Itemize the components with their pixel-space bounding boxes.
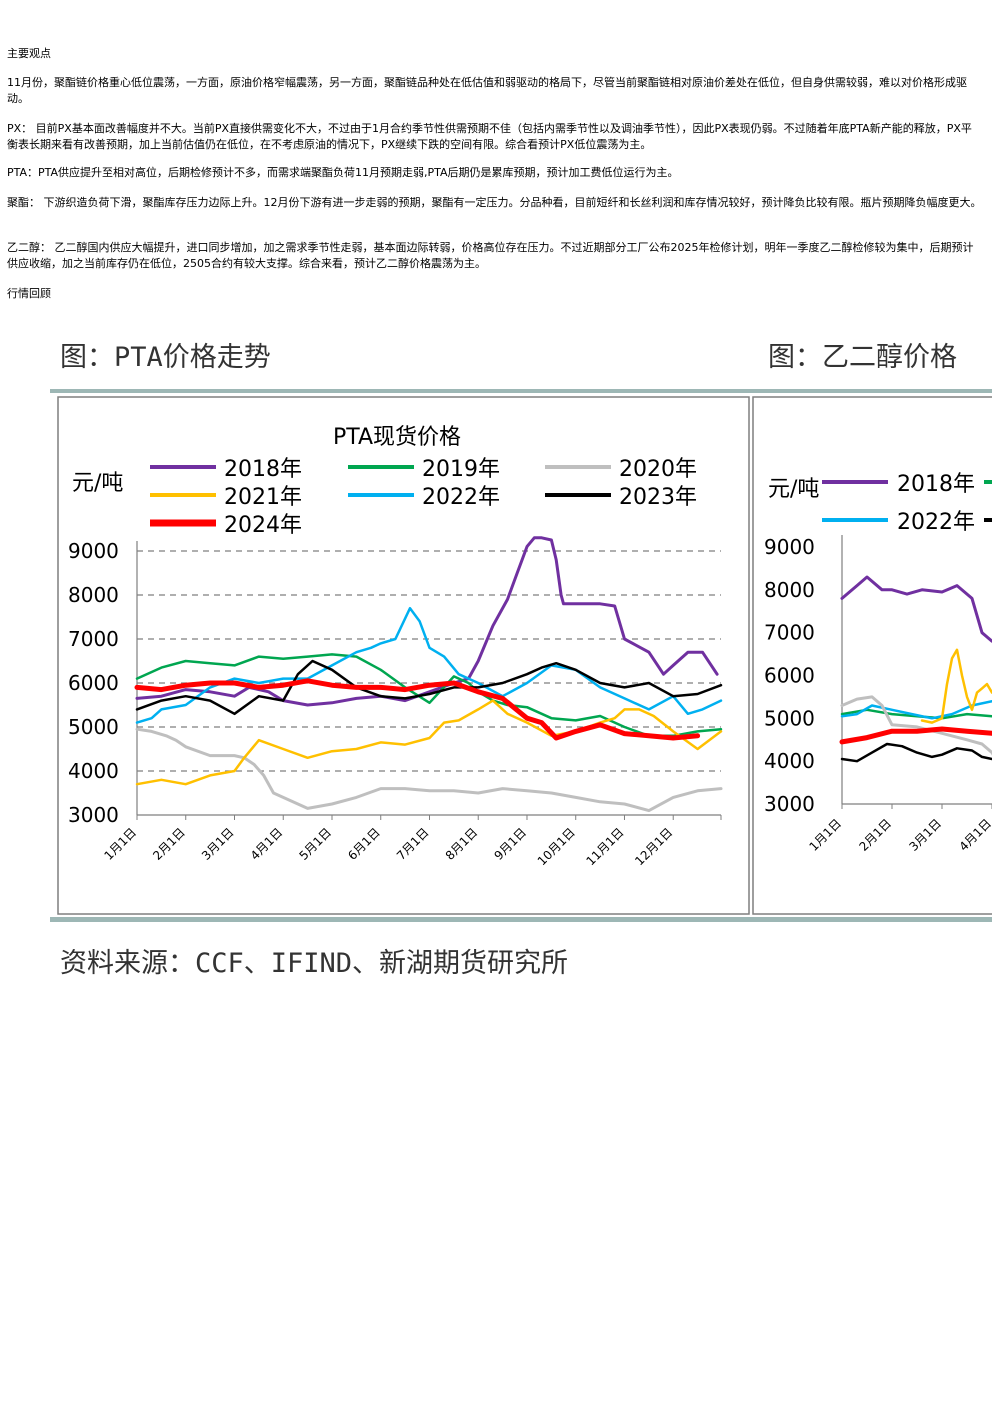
y-tick-label: 7000 [764,621,815,645]
paragraph-px: PX： 目前PX基本面改善幅度并不大。当前PX直接供需变化不大，不过由于1月合约… [7,122,972,151]
legend-label-2019年: 2019年 [422,457,500,482]
legend-label-2022年: 2022年 [422,485,500,510]
series-line [840,695,992,756]
y-tick-label: 8000 [764,578,815,602]
y-tick-label: 4000 [68,759,119,783]
legend-label-2018年: 2018年 [224,457,302,482]
legend-label-2020年: 2020年 [619,457,697,482]
y-tick-label: 6000 [764,664,815,688]
series-line-2021年 [135,699,723,786]
series-line-2024年 [134,678,701,741]
heading-main-views: 主要观点 [7,47,51,60]
figure-source: 资料来源：CCF、IFIND、新湖期货研究所 [60,948,568,979]
series-line-2020年 [135,727,723,813]
paragraph-pta: PTA：PTA供应提升至相对高位，后期检修预计不多，而需求端聚酯负荷11月预期走… [7,166,679,179]
y-tick-label: 9000 [764,535,815,559]
paragraph-meg: 乙二醇： 乙二醇国内供应大幅提升，进口同步增加，加之需求季节性走弱，基本面边际转… [7,241,974,270]
y-tick-label: 4000 [764,749,815,773]
y-tick-label: 9000 [68,539,119,563]
legend-label-2021年: 2021年 [224,485,302,510]
figure-right-caption: 图：乙二醇价格 [768,342,957,373]
heading-market-review: 行情回顾 [7,287,51,300]
series-line [840,575,992,643]
y-tick-label: 5000 [68,715,119,739]
y-axis-unit-label: 元/吨 [768,477,819,502]
y-tick-label: 7000 [68,627,119,651]
series-line-2022年 [135,606,723,724]
legend-label-2018年: 2018年 [897,472,975,497]
series-line [840,742,992,763]
y-tick-label: 8000 [68,583,119,607]
y-tick-label: 3000 [764,792,815,816]
paragraph-polyester: 聚酯： 下游织造负荷下滑，聚酯库存压力边际上升。12月份下游有进一步走弱的预期，… [7,196,982,209]
series-line [839,726,992,745]
left-chart-frame [57,396,750,915]
series-line [920,648,992,724]
legend-label-2023年: 2023年 [619,485,697,510]
series-line-2018年 [135,536,719,707]
series-line-2023年 [135,659,723,716]
paragraph-overview: 11月份，聚酯链价格重心低位震荡，一方面，原油价格窄幅震荡，另一方面，聚酯链品种… [7,76,967,105]
y-tick-label: 5000 [764,706,815,730]
series-line-2019年 [135,653,723,738]
legend-label-2024年: 2024年 [224,513,302,538]
y-tick-label: 6000 [68,671,119,695]
y-axis-unit-label: 元/吨 [72,471,123,496]
y-tick-label: 3000 [68,803,119,827]
chart-title: PTA现货价格 [333,425,461,450]
figure-left-caption: 图：PTA价格走势 [60,342,271,373]
legend-label-2022年: 2022年 [897,510,975,535]
